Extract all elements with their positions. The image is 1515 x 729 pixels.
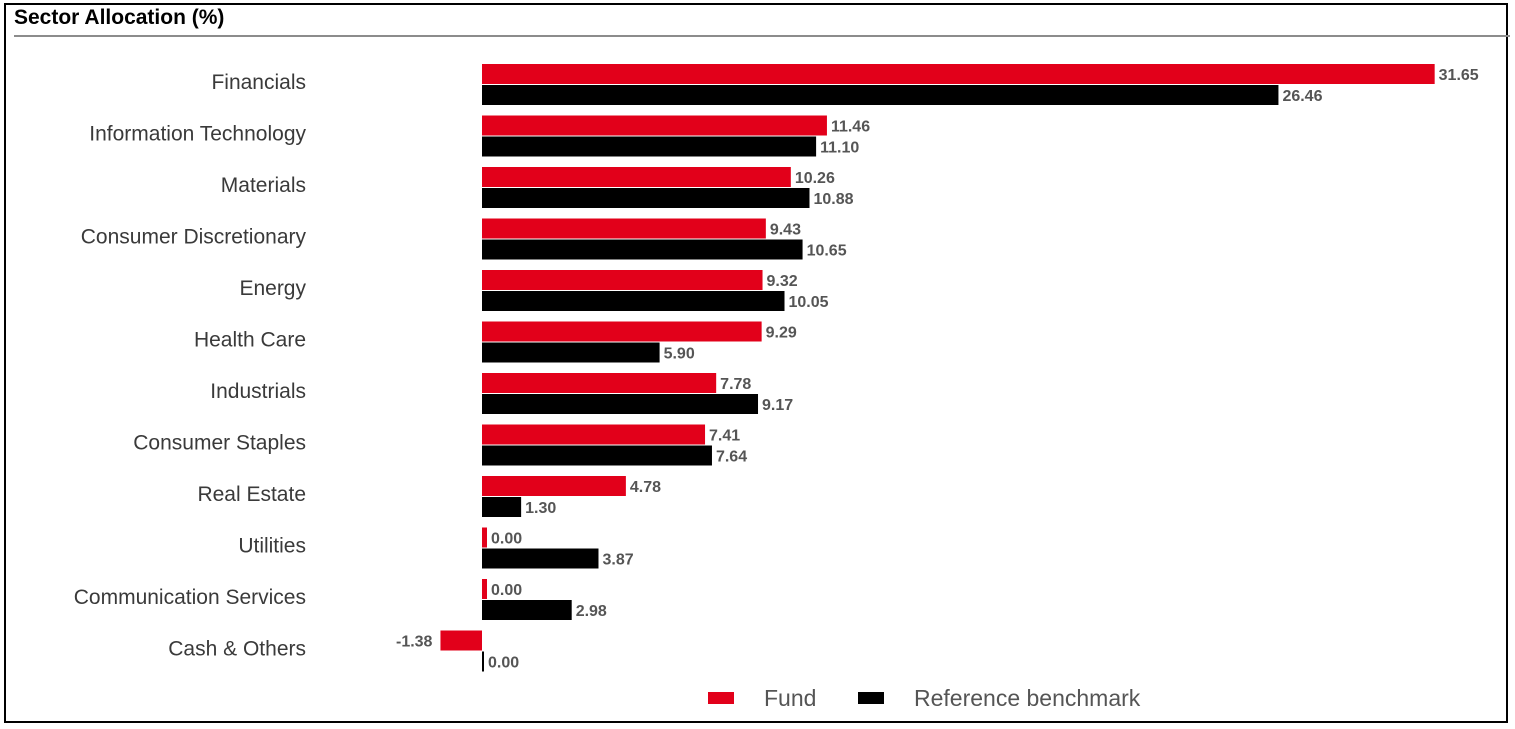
bar-fund-materials (482, 167, 791, 187)
legend-swatch-fund (708, 692, 734, 704)
bar-fund-real-estate (482, 476, 626, 496)
category-label-consumer-discretionary: Consumer Discretionary (81, 226, 307, 249)
category-label-cash-others: Cash & Others (168, 638, 306, 661)
bar-reference-benchmark-cash-others (482, 651, 484, 672)
category-label-utilities: Utilities (238, 535, 306, 558)
bar-fund-cash-others (440, 630, 482, 651)
value-label-reference-benchmark-financials: 26.46 (1282, 88, 1322, 105)
category-label-real-estate: Real Estate (197, 483, 306, 506)
value-label-fund-financials: 31.65 (1439, 67, 1479, 84)
value-label-reference-benchmark-utilities: 3.87 (602, 552, 633, 569)
legend-swatch-reference-benchmark (858, 692, 884, 704)
legend-label-reference-benchmark: Reference benchmark (914, 685, 1141, 711)
value-label-fund-information-technology: 11.46 (831, 119, 870, 136)
category-label-materials: Materials (221, 174, 306, 197)
value-label-fund-communication-services: 0.00 (491, 582, 522, 599)
value-label-fund-consumer-staples: 7.41 (709, 428, 740, 445)
bar-fund-health-care (482, 321, 762, 342)
bar-fund-financials (482, 64, 1435, 84)
bar-fund-consumer-discretionary (482, 218, 766, 239)
value-label-reference-benchmark-energy: 10.05 (789, 294, 829, 311)
value-label-reference-benchmark-communication-services: 2.98 (576, 603, 607, 620)
value-label-fund-utilities: 0.00 (491, 531, 522, 548)
value-label-fund-consumer-discretionary: 9.43 (770, 222, 801, 239)
category-label-consumer-staples: Consumer Staples (133, 432, 306, 455)
category-label-financials: Financials (211, 71, 306, 94)
bar-fund-utilities (482, 527, 487, 548)
value-label-reference-benchmark-information-technology: 11.10 (820, 140, 859, 157)
value-label-fund-industrials: 7.78 (720, 376, 751, 393)
value-label-fund-energy: 9.32 (767, 273, 798, 290)
bar-reference-benchmark-utilities (482, 548, 599, 569)
value-label-reference-benchmark-materials: 10.88 (813, 191, 853, 208)
value-label-reference-benchmark-industrials: 9.17 (762, 397, 793, 414)
category-label-energy: Energy (239, 277, 306, 300)
value-label-reference-benchmark-consumer-staples: 7.64 (716, 449, 747, 466)
bar-reference-benchmark-real-estate (482, 497, 522, 517)
bar-reference-benchmark-industrials (482, 394, 759, 414)
value-label-fund-materials: 10.26 (795, 170, 835, 187)
bar-reference-benchmark-financials (482, 85, 1279, 105)
chart-title: Sector Allocation (%) (14, 6, 225, 29)
category-label-industrials: Industrials (210, 380, 306, 403)
category-label-information-technology: Information Technology (89, 123, 306, 146)
bar-fund-communication-services (482, 579, 487, 599)
bar-fund-consumer-staples (482, 424, 706, 445)
value-label-reference-benchmark-health-care: 5.90 (664, 346, 695, 363)
value-label-reference-benchmark-consumer-discretionary: 10.65 (807, 243, 847, 260)
bar-reference-benchmark-information-technology (482, 136, 817, 157)
value-label-fund-cash-others: -1.38 (396, 634, 433, 651)
bar-reference-benchmark-health-care (482, 342, 660, 363)
bar-fund-energy (482, 270, 763, 290)
bar-reference-benchmark-communication-services (482, 600, 572, 620)
value-label-reference-benchmark-real-estate: 1.30 (525, 500, 556, 517)
bar-reference-benchmark-energy (482, 291, 785, 311)
value-label-reference-benchmark-cash-others: 0.00 (488, 655, 519, 672)
value-label-fund-health-care: 9.29 (766, 325, 797, 342)
title-divider (14, 35, 1510, 37)
category-label-health-care: Health Care (194, 329, 306, 352)
category-label-communication-services: Communication Services (74, 586, 306, 609)
bar-reference-benchmark-consumer-staples (482, 445, 712, 466)
bar-reference-benchmark-materials (482, 188, 810, 208)
value-label-fund-real-estate: 4.78 (630, 479, 661, 496)
bar-fund-information-technology (482, 115, 827, 136)
bar-reference-benchmark-consumer-discretionary (482, 239, 803, 260)
bar-fund-industrials (482, 373, 717, 393)
legend-label-fund: Fund (764, 685, 816, 711)
